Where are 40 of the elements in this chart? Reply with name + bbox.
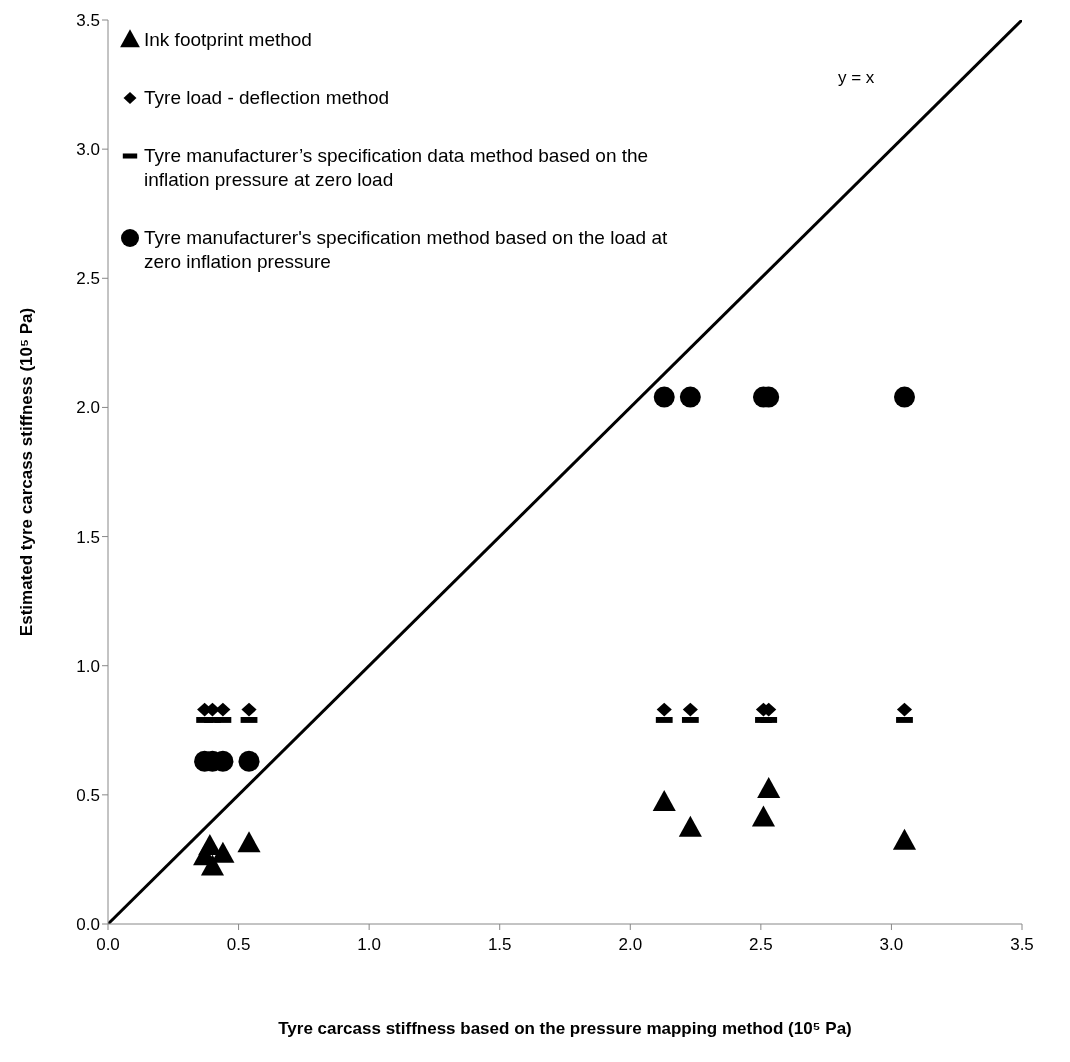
x-tick-label: 0.5 xyxy=(226,935,251,955)
point xyxy=(896,702,913,717)
x-tick-label: 3.5 xyxy=(1010,935,1034,955)
x-tick-label: 2.0 xyxy=(618,935,643,955)
point xyxy=(215,702,231,717)
annotation: y = x xyxy=(838,68,875,88)
point xyxy=(237,831,261,853)
y-tick-label: 1.0 xyxy=(76,656,100,676)
y-tick-label: 0.5 xyxy=(76,785,100,805)
x-tick-label: 1.5 xyxy=(487,935,512,955)
point xyxy=(678,815,702,837)
x-tick-label: 3.0 xyxy=(879,935,904,955)
y-tick-label: 2.0 xyxy=(76,398,100,418)
y-tick-label: 3.0 xyxy=(76,140,100,160)
legend-label: Tyre load - deflection method xyxy=(144,86,390,110)
x-axis-title: Tyre carcass stiffness based on the pressure mapping method (10⁵ Pa) xyxy=(278,1019,852,1038)
point xyxy=(679,386,701,408)
point xyxy=(653,386,675,408)
y-tick-label: 2.5 xyxy=(76,269,100,289)
y-axis-title: Estimated tyre carcass stiffness (10⁵ Pa) xyxy=(17,307,37,637)
point xyxy=(656,702,672,717)
point xyxy=(241,702,257,717)
y-tick-label: 3.5 xyxy=(76,11,100,31)
x-tick-label: 2.5 xyxy=(749,935,773,955)
legend-label: Tyre manufacturer’s specification data method based on the inflation pressure at zero load xyxy=(144,144,650,192)
point xyxy=(893,386,915,408)
point xyxy=(682,702,698,717)
x-tick-label: 1.0 xyxy=(357,935,381,955)
y-tick-label: 1.5 xyxy=(76,527,100,547)
point xyxy=(757,777,781,799)
legend-label: Tyre manufacturer's specification method based on the load at zero inflation pressure xyxy=(144,226,669,274)
x-tick-label: 0.0 xyxy=(96,935,120,955)
point xyxy=(652,790,676,812)
point xyxy=(200,854,225,876)
point xyxy=(238,750,260,772)
legend-label: Ink footprint method xyxy=(144,28,312,52)
point xyxy=(892,828,917,850)
point xyxy=(751,805,776,827)
point xyxy=(211,841,235,863)
y-tick-label: 0.0 xyxy=(76,915,100,935)
